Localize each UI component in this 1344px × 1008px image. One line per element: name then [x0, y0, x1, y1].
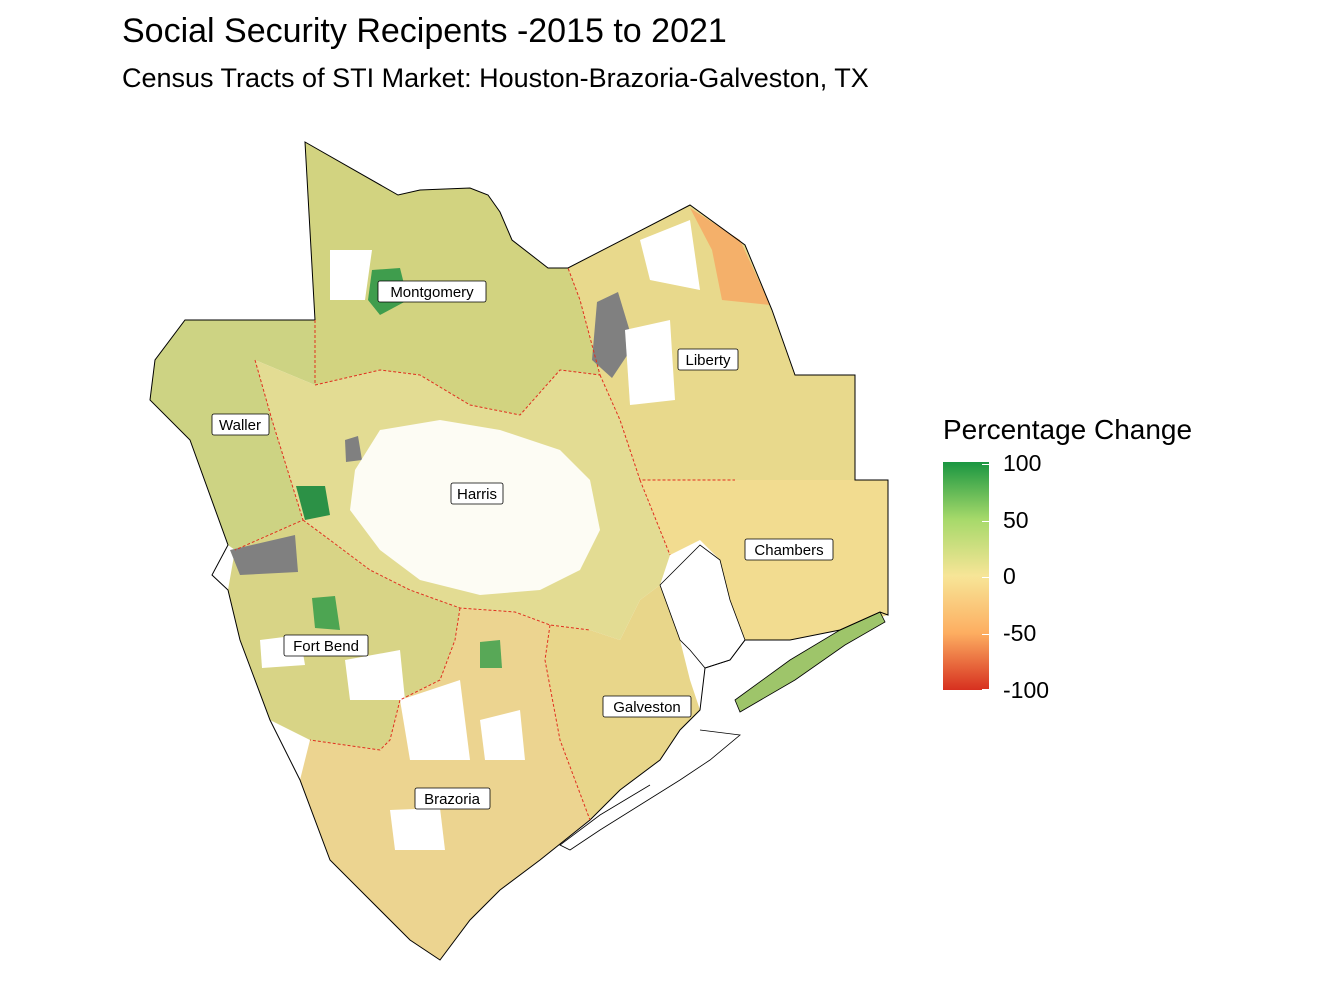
- svg-text:Galveston: Galveston: [613, 699, 681, 716]
- county-region-liberty: [568, 205, 855, 480]
- county-label-liberty: Liberty: [677, 348, 739, 371]
- legend-tick-label: 50: [1003, 507, 1029, 533]
- county-label-galveston: Galveston: [602, 695, 692, 718]
- galveston-island: [559, 729, 741, 851]
- coastline-strip: [734, 611, 886, 713]
- legend-tick-mark: [982, 464, 989, 465]
- svg-text:Fort Bend: Fort Bend: [293, 638, 359, 655]
- tract-white-6: [390, 808, 445, 850]
- county-label-brazoria: Brazoria: [414, 787, 491, 810]
- county-region-brazoria: [300, 608, 590, 960]
- legend-title: Percentage Change: [943, 414, 1193, 445]
- tract-high-brazoria: [480, 640, 502, 668]
- county-label-fort-bend: Fort Bend: [283, 634, 369, 657]
- urban-core: [350, 420, 600, 595]
- tract-no-data-waller: [230, 535, 298, 575]
- svg-text:Brazoria: Brazoria: [424, 791, 481, 808]
- svg-text:Montgomery: Montgomery: [390, 284, 474, 301]
- county-label-montgomery: Montgomery: [377, 280, 487, 303]
- svg-text:Harris: Harris: [457, 486, 497, 503]
- legend-tick-mark: [982, 521, 989, 522]
- legend-tick-label: 0: [1003, 563, 1016, 589]
- legend-tick-label: -50: [1003, 620, 1037, 646]
- tract-white-3: [625, 320, 675, 405]
- county-label-harris: Harris: [450, 482, 504, 505]
- tract-low-liberty: [690, 208, 770, 305]
- legend-tick-mark: [982, 689, 989, 690]
- market-boundary: [149, 141, 889, 961]
- tract-white-2: [640, 220, 700, 290]
- tract-high-fort-bend: [312, 596, 340, 630]
- legend-tick-label: -100: [1003, 677, 1050, 703]
- svg-text:Chambers: Chambers: [754, 542, 823, 559]
- county-label-chambers: Chambers: [744, 538, 834, 561]
- legend-tick-mark: [982, 577, 989, 578]
- map-title: Social Security Recipents -2015 to 2021: [122, 12, 727, 50]
- tract-white-8: [345, 650, 405, 700]
- tract-high-harris-west: [296, 486, 330, 520]
- tract-no-data-harris: [345, 436, 362, 462]
- county-label-waller: Waller: [211, 413, 270, 436]
- svg-text:Waller: Waller: [219, 417, 261, 434]
- legend-tick-label: 100: [1003, 450, 1042, 476]
- legend-color-bar: [943, 462, 989, 690]
- legend-tick-mark: [982, 634, 989, 635]
- county-region-montgomery: [305, 142, 600, 415]
- map-subtitle: Census Tracts of STI Market: Houston-Bra…: [122, 63, 869, 93]
- tract-white-1: [330, 250, 372, 300]
- svg-text:Liberty: Liberty: [685, 352, 731, 369]
- tract-white-4: [400, 680, 470, 760]
- tract-no-data-liberty: [592, 292, 634, 378]
- county-boundaries: [234, 267, 735, 821]
- tract-white-5: [480, 710, 525, 760]
